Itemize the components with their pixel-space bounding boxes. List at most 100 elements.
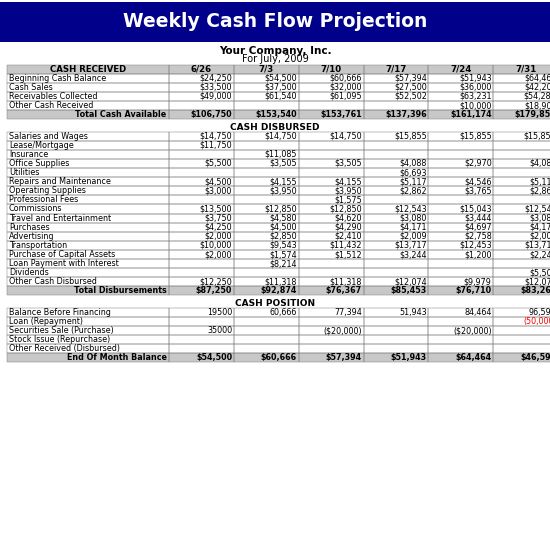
Text: 6/26: 6/26: [191, 64, 212, 74]
Text: $87,250: $87,250: [196, 286, 232, 295]
Bar: [428, 223, 493, 232]
Bar: [428, 64, 493, 74]
Text: $51,943: $51,943: [459, 74, 492, 83]
Text: $49,000: $49,000: [200, 92, 232, 101]
Bar: [234, 353, 299, 363]
Text: Total Disbursements: Total Disbursements: [74, 286, 167, 295]
Bar: [299, 101, 364, 110]
Bar: [364, 326, 428, 335]
Text: $2,862: $2,862: [399, 186, 427, 195]
Bar: [299, 317, 364, 326]
Text: Balance Before Financing: Balance Before Financing: [9, 308, 111, 317]
Bar: [428, 241, 493, 250]
Bar: [364, 101, 428, 110]
Text: $12,250: $12,250: [199, 278, 232, 286]
Text: $4,250: $4,250: [205, 223, 232, 232]
Text: $83,260: $83,260: [520, 286, 550, 295]
Bar: [299, 92, 364, 101]
Text: $32,000: $32,000: [329, 83, 362, 92]
Bar: [169, 74, 234, 83]
Bar: [169, 353, 234, 363]
Bar: [7, 353, 550, 363]
Bar: [234, 241, 299, 250]
Bar: [234, 344, 299, 353]
Text: Lease/Mortgage: Lease/Mortgage: [9, 141, 74, 150]
Bar: [493, 268, 550, 278]
Bar: [428, 344, 493, 353]
Text: $10,000: $10,000: [459, 101, 492, 110]
Bar: [7, 268, 169, 278]
Bar: [299, 195, 364, 204]
Bar: [493, 101, 550, 110]
Text: Travel and Entertainment: Travel and Entertainment: [9, 214, 111, 223]
Bar: [428, 259, 493, 268]
Bar: [428, 308, 493, 317]
Bar: [169, 204, 234, 214]
Text: 7/24: 7/24: [450, 64, 471, 74]
Text: $14,750: $14,750: [200, 132, 232, 141]
Text: Utilities: Utilities: [9, 168, 39, 177]
Text: 51,943: 51,943: [399, 308, 427, 317]
Bar: [234, 101, 299, 110]
Text: $57,394: $57,394: [394, 74, 427, 83]
Bar: [234, 132, 299, 141]
Text: $1,574: $1,574: [270, 250, 297, 259]
Text: Transportation: Transportation: [9, 241, 67, 250]
Bar: [169, 241, 234, 250]
Bar: [169, 308, 234, 317]
Bar: [428, 92, 493, 101]
Bar: [169, 268, 234, 278]
Bar: [7, 159, 169, 168]
Text: $57,394: $57,394: [326, 353, 362, 363]
Bar: [7, 286, 550, 295]
Text: Securities Sale (Purchase): Securities Sale (Purchase): [9, 326, 113, 335]
Text: 84,464: 84,464: [464, 308, 492, 317]
Bar: [364, 286, 428, 295]
Bar: [493, 286, 550, 295]
Text: $11,750: $11,750: [200, 141, 232, 150]
Bar: [428, 110, 493, 119]
Bar: [364, 344, 428, 353]
Bar: [299, 353, 364, 363]
Bar: [493, 141, 550, 150]
Text: $4,171: $4,171: [399, 223, 427, 232]
Text: $179,857: $179,857: [515, 110, 550, 119]
Bar: [7, 110, 169, 119]
Bar: [428, 159, 493, 168]
Bar: [299, 141, 364, 150]
Text: $13,717: $13,717: [524, 241, 550, 250]
Bar: [493, 186, 550, 195]
Text: 77,394: 77,394: [334, 308, 362, 317]
Bar: [169, 64, 234, 74]
Bar: [7, 214, 169, 223]
Bar: [7, 353, 169, 363]
Bar: [364, 250, 428, 259]
Text: $2,410: $2,410: [334, 232, 362, 241]
Bar: [7, 64, 169, 74]
Bar: [299, 241, 364, 250]
Bar: [493, 177, 550, 186]
Bar: [234, 268, 299, 278]
Bar: [169, 132, 234, 141]
Bar: [234, 286, 299, 295]
Bar: [364, 317, 428, 326]
Text: $37,500: $37,500: [265, 83, 297, 92]
Text: $12,453: $12,453: [459, 241, 492, 250]
Bar: [364, 259, 428, 268]
Text: $4,088: $4,088: [529, 159, 550, 168]
Bar: [493, 223, 550, 232]
Bar: [428, 250, 493, 259]
Bar: [169, 83, 234, 92]
Text: 7/17: 7/17: [386, 64, 406, 74]
Bar: [493, 278, 550, 286]
Bar: [7, 335, 169, 344]
Bar: [169, 159, 234, 168]
Text: $64,464: $64,464: [524, 74, 550, 83]
Text: $12,543: $12,543: [524, 204, 550, 214]
Bar: [493, 214, 550, 223]
Bar: [169, 223, 234, 232]
Bar: [234, 335, 299, 344]
Bar: [299, 335, 364, 344]
Bar: [169, 92, 234, 101]
Text: $60,666: $60,666: [261, 353, 297, 363]
